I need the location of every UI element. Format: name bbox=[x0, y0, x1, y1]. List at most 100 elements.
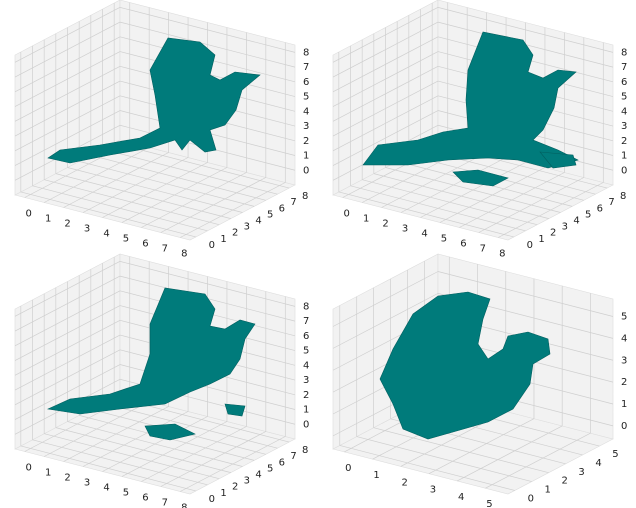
z-tick-label: 0 bbox=[303, 165, 309, 176]
z-tick-label: 1 bbox=[303, 405, 309, 416]
y-tick-label: 2 bbox=[561, 476, 567, 487]
y-tick-label: 7 bbox=[608, 197, 614, 208]
y-tick-label: 3 bbox=[578, 467, 584, 478]
y-tick-label: 8 bbox=[302, 445, 308, 456]
x-tick-label: 6 bbox=[460, 239, 466, 250]
y-tick-label: 0 bbox=[527, 240, 533, 251]
x-tick-label: 6 bbox=[142, 493, 148, 504]
z-tick-label: 6 bbox=[303, 331, 309, 342]
z-tick-label: 0 bbox=[303, 419, 309, 430]
y-tick-label: 5 bbox=[612, 449, 618, 460]
z-tick-label: 3 bbox=[621, 355, 627, 366]
x-tick-label: 1 bbox=[363, 214, 369, 225]
y-tick-label: 3 bbox=[244, 476, 250, 487]
x-tick-label: 3 bbox=[84, 224, 90, 235]
y-tick-label: 1 bbox=[220, 488, 226, 499]
y-tick-label: 6 bbox=[597, 203, 603, 214]
z-tick-label: 7 bbox=[303, 62, 309, 73]
y-tick-label: 6 bbox=[279, 457, 285, 468]
z-tick-label: 7 bbox=[303, 316, 309, 327]
x-tick-label: 8 bbox=[181, 503, 187, 508]
z-tick-label: 2 bbox=[303, 390, 309, 401]
y-tick-label: 7 bbox=[290, 197, 296, 208]
x-tick-label: 0 bbox=[345, 463, 351, 474]
z-tick-label: 5 bbox=[303, 346, 309, 357]
x-tick-label: 0 bbox=[26, 209, 32, 220]
y-tick-label: 8 bbox=[620, 191, 626, 202]
y-tick-label: 3 bbox=[562, 222, 568, 233]
x-tick-label: 4 bbox=[103, 229, 109, 240]
y-tick-label: 7 bbox=[290, 451, 296, 462]
x-tick-label: 1 bbox=[45, 214, 51, 225]
y-tick-label: 1 bbox=[538, 234, 544, 245]
y-tick-label: 0 bbox=[209, 494, 215, 505]
y-tick-label: 5 bbox=[267, 209, 273, 220]
z-tick-label: 5 bbox=[303, 92, 309, 103]
x-tick-label: 7 bbox=[162, 498, 168, 508]
z-tick-label: 4 bbox=[621, 106, 627, 117]
y-tick-label: 0 bbox=[528, 493, 534, 504]
z-tick-label: 0 bbox=[621, 165, 627, 176]
x-tick-label: 3 bbox=[84, 478, 90, 489]
x-tick-label: 8 bbox=[499, 249, 505, 260]
x-tick-label: 8 bbox=[181, 249, 187, 260]
x-tick-label: 3 bbox=[402, 224, 408, 235]
panel: 012345678012345678012345678 bbox=[15, 0, 309, 260]
y-tick-label: 6 bbox=[279, 203, 285, 214]
z-tick-label: 5 bbox=[621, 92, 627, 103]
x-tick-label: 1 bbox=[45, 468, 51, 479]
y-tick-label: 4 bbox=[255, 470, 261, 481]
z-tick-label: 4 bbox=[303, 106, 309, 117]
z-tick-label: 2 bbox=[303, 136, 309, 147]
z-tick-label: 5 bbox=[621, 312, 627, 323]
y-tick-label: 4 bbox=[595, 458, 601, 469]
z-tick-label: 1 bbox=[303, 151, 309, 162]
z-tick-label: 3 bbox=[303, 375, 309, 386]
y-tick-label: 1 bbox=[220, 234, 226, 245]
x-tick-label: 2 bbox=[402, 477, 408, 488]
axes-box bbox=[15, 0, 295, 240]
x-tick-label: 5 bbox=[123, 234, 129, 245]
z-tick-label: 1 bbox=[621, 151, 627, 162]
x-tick-label: 1 bbox=[373, 470, 379, 481]
z-tick-label: 2 bbox=[621, 377, 627, 388]
z-tick-label: 7 bbox=[621, 62, 627, 73]
y-tick-label: 2 bbox=[232, 482, 238, 493]
y-tick-label: 4 bbox=[255, 216, 261, 227]
y-tick-label: 4 bbox=[573, 216, 579, 227]
y-tick-label: 8 bbox=[302, 191, 308, 202]
z-tick-label: 4 bbox=[621, 333, 627, 344]
y-tick-label: 1 bbox=[545, 485, 551, 496]
x-tick-label: 7 bbox=[480, 244, 486, 255]
x-tick-label: 3 bbox=[430, 485, 436, 496]
y-tick-label: 2 bbox=[232, 228, 238, 239]
z-tick-label: 4 bbox=[303, 360, 309, 371]
voxel-shape bbox=[225, 404, 245, 416]
x-tick-label: 7 bbox=[162, 244, 168, 255]
x-tick-label: 4 bbox=[458, 492, 464, 503]
z-tick-label: 2 bbox=[621, 136, 627, 147]
x-tick-label: 2 bbox=[64, 473, 70, 484]
z-tick-label: 8 bbox=[621, 47, 627, 58]
y-tick-label: 5 bbox=[267, 463, 273, 474]
z-tick-label: 6 bbox=[303, 77, 309, 88]
z-tick-label: 0 bbox=[621, 421, 627, 432]
x-tick-label: 6 bbox=[142, 239, 148, 250]
x-tick-label: 5 bbox=[441, 234, 447, 245]
y-tick-label: 2 bbox=[550, 228, 556, 239]
x-tick-label: 0 bbox=[344, 209, 350, 220]
y-tick-label: 5 bbox=[585, 209, 591, 220]
z-tick-label: 3 bbox=[303, 121, 309, 132]
x-tick-label: 2 bbox=[382, 219, 388, 230]
z-tick-label: 6 bbox=[621, 77, 627, 88]
figure: 012345678012345678012345678 012345678012… bbox=[0, 0, 636, 508]
z-tick-label: 8 bbox=[303, 47, 309, 58]
y-tick-label: 3 bbox=[244, 222, 250, 233]
z-tick-label: 3 bbox=[621, 121, 627, 132]
z-tick-label: 1 bbox=[621, 399, 627, 410]
x-tick-label: 4 bbox=[421, 229, 427, 240]
x-tick-label: 0 bbox=[26, 463, 32, 474]
